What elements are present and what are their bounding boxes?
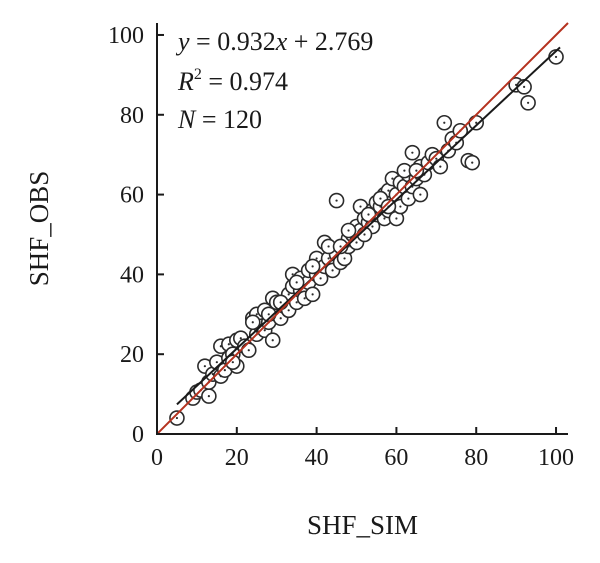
scatter-point-center bbox=[239, 337, 242, 340]
scatter-point-center bbox=[554, 55, 558, 59]
y-tick-label: 100 bbox=[108, 23, 144, 49]
equation-y: y bbox=[175, 27, 190, 56]
scatter-point-center bbox=[279, 317, 282, 320]
scatter-point-center bbox=[251, 321, 254, 324]
scatter-point-center bbox=[435, 157, 438, 160]
y-tick-label: 20 bbox=[120, 342, 144, 368]
equation-x: x bbox=[275, 27, 288, 56]
scatter-point-center bbox=[387, 189, 390, 192]
scatter-point-center bbox=[403, 169, 406, 172]
scatter-point-center bbox=[279, 301, 282, 304]
scatter-point-center bbox=[399, 205, 402, 208]
scatter-point-center bbox=[407, 197, 410, 200]
scatter-point-center bbox=[383, 217, 386, 220]
plot-area bbox=[157, 22, 569, 434]
scatter-point-center bbox=[271, 339, 274, 342]
y-tick-label: 40 bbox=[120, 262, 144, 288]
scatter-point-center bbox=[223, 369, 226, 372]
x-tick-label: 40 bbox=[305, 445, 329, 471]
scatter-point-center bbox=[363, 233, 366, 236]
scatter-point-center bbox=[327, 257, 330, 260]
scatter-point-center bbox=[331, 269, 334, 272]
scatter-point-center bbox=[523, 85, 526, 88]
y-tick-label: 0 bbox=[132, 422, 144, 448]
x-tick-label: 0 bbox=[151, 445, 163, 471]
scatter-point-center bbox=[367, 213, 370, 216]
scatter-point-center bbox=[439, 165, 442, 168]
scatter-point-center bbox=[203, 365, 206, 368]
regression-line bbox=[176, 46, 561, 406]
scatter-point-center bbox=[227, 343, 230, 346]
scatter-point-center bbox=[295, 301, 298, 304]
scatter-point-center bbox=[415, 169, 418, 172]
scatter-point-center bbox=[267, 313, 270, 316]
regression-equation: y = 0.932x + 2.769 bbox=[175, 27, 373, 56]
scatter-point-center bbox=[395, 217, 398, 220]
r-squared-symbol: R bbox=[177, 67, 194, 96]
scatter-point-center bbox=[347, 229, 350, 232]
axis-ticks: 0 20 40 60 80 100 0 20 40 60 80 100 bbox=[108, 23, 574, 471]
scatter-point-center bbox=[335, 199, 338, 202]
scatter-point-center bbox=[175, 416, 179, 420]
scatter-point-center bbox=[327, 245, 330, 248]
y-tick-label: 80 bbox=[120, 103, 144, 129]
scatter-point-center bbox=[475, 121, 478, 124]
scatter-point-center bbox=[411, 151, 414, 154]
scatter-point-center bbox=[371, 225, 374, 228]
regression-stats: y = 0.932x + 2.769 R2 = 0.974 N = 120 bbox=[175, 27, 373, 134]
r-squared-exponent: 2 bbox=[194, 66, 202, 83]
scatter-point-center bbox=[231, 361, 234, 364]
scatter-point-center bbox=[287, 293, 290, 296]
sample-size: N = 120 bbox=[177, 105, 262, 134]
scatter-point-center bbox=[391, 177, 394, 180]
scatter-point-center bbox=[443, 121, 446, 124]
y-tick-label: 60 bbox=[120, 183, 144, 209]
x-tick-label: 20 bbox=[225, 445, 249, 471]
scatter-point-center bbox=[311, 293, 314, 296]
x-tick-label: 60 bbox=[384, 445, 408, 471]
scatter-point-center bbox=[355, 241, 358, 244]
scatter-point-center bbox=[291, 273, 294, 276]
scatter-point-center bbox=[255, 313, 258, 316]
equation-coef: = 0.932 bbox=[190, 27, 276, 56]
scatter-point-center bbox=[315, 257, 318, 260]
x-tick-label: 80 bbox=[464, 445, 488, 471]
scatter-point-center bbox=[343, 257, 346, 260]
scatter-point-center bbox=[526, 101, 530, 104]
scatter-point-center bbox=[419, 193, 422, 196]
scatter-point-center bbox=[471, 161, 474, 164]
scatter-point-center bbox=[359, 205, 362, 208]
r-squared: R2 = 0.974 bbox=[177, 66, 288, 96]
scatter-point-center bbox=[207, 394, 210, 398]
equation-intercept: + 2.769 bbox=[287, 27, 373, 56]
scatter-point-center bbox=[263, 329, 266, 332]
scatter-point-center bbox=[311, 265, 314, 268]
scatter-point-center bbox=[303, 297, 306, 300]
sample-size-symbol: N bbox=[177, 105, 197, 134]
x-tick-label: 100 bbox=[538, 445, 574, 471]
scatter-point-center bbox=[379, 197, 382, 200]
identity-line bbox=[157, 22, 569, 434]
y-axis-title: SHF_OBS bbox=[24, 171, 54, 287]
x-axis-title: SHF_SIM bbox=[307, 510, 418, 540]
scatter-point-center bbox=[287, 309, 290, 312]
scatter-point-center bbox=[247, 349, 250, 352]
scatter-point-center bbox=[215, 361, 218, 364]
scatter-point-center bbox=[319, 277, 322, 280]
sample-size-value: = 120 bbox=[195, 105, 262, 134]
scatter-point-center bbox=[295, 281, 298, 284]
scatter-point-center bbox=[339, 245, 342, 248]
r-squared-value: = 0.974 bbox=[202, 67, 288, 96]
